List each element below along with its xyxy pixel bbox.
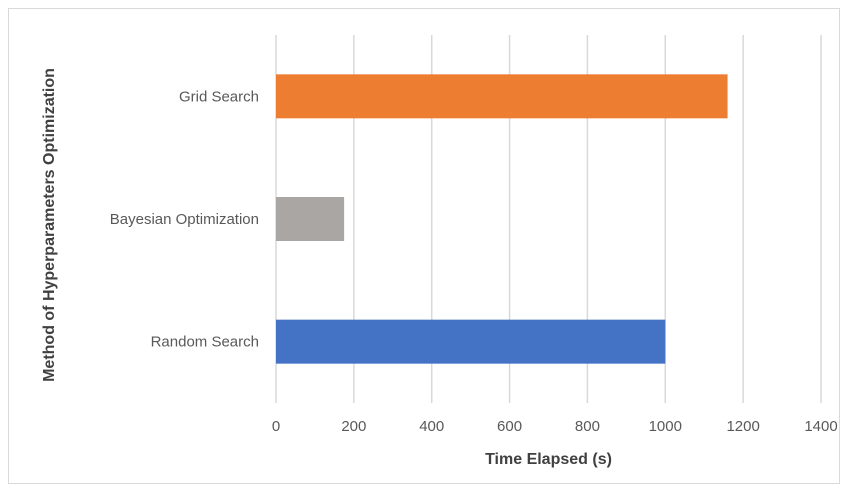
bar-chart: 0 200 400 600 800 1000 1200 1400 Random Search B…	[41, 35, 838, 468]
x-tick-label-600: 600	[497, 418, 522, 435]
x-tick-label-1000: 1000	[649, 418, 682, 435]
x-tick-label-0: 0	[272, 418, 280, 435]
category-label-grid-search: Grid Search	[179, 88, 259, 105]
x-tick-label-400: 400	[419, 418, 444, 435]
bars	[276, 74, 728, 364]
category-label-random-search: Random Search	[151, 334, 259, 351]
x-tick-label-1400: 1400	[804, 418, 837, 435]
x-axis-title: Time Elapsed (s)	[485, 451, 612, 468]
x-axis-tick-labels: 0 200 400 600 800 1000 1200 1400	[272, 418, 838, 435]
x-tick-label-200: 200	[341, 418, 366, 435]
y-axis-title: Method of Hyperparameters Optimization	[41, 68, 58, 382]
chart-frame: 0 200 400 600 800 1000 1200 1400 Random Search B…	[8, 8, 840, 484]
category-label-bayesian-optimization: Bayesian Optimization	[110, 211, 259, 228]
y-axis-category-labels: Random Search Bayesian Optimization Grid S…	[110, 88, 259, 350]
bar-grid-search	[276, 74, 728, 119]
x-tick-label-1200: 1200	[726, 418, 759, 435]
bar-bayesian-optimization	[276, 197, 345, 241]
x-tick-label-800: 800	[575, 418, 600, 435]
bar-random-search	[276, 319, 666, 364]
